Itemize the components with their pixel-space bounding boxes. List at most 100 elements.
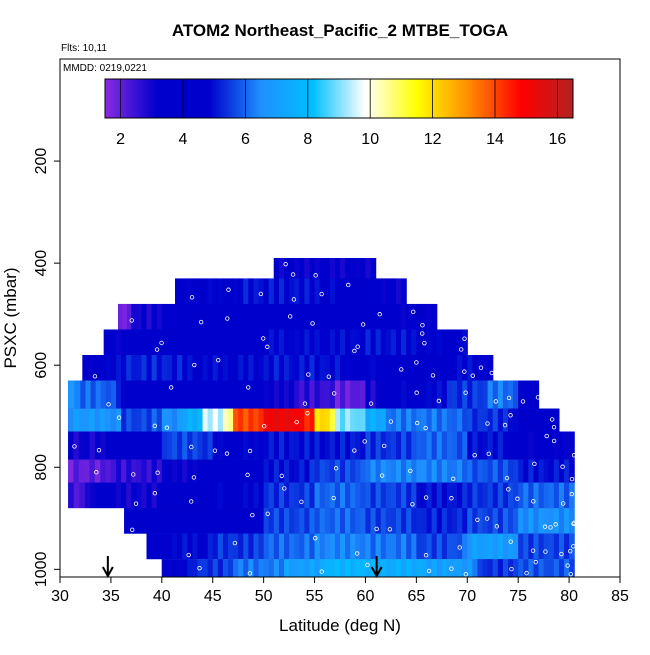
heatmap-cell (217, 278, 224, 304)
heatmap-cell (89, 431, 96, 460)
heatmap-cell (273, 533, 280, 560)
heatmap-cell (309, 258, 316, 279)
heatmap-cell (528, 459, 535, 483)
heatmap-cell (187, 303, 193, 330)
sample-marker (475, 517, 480, 522)
heatmap-cell (212, 559, 219, 577)
colorbar-tick-label: 10 (361, 131, 379, 148)
sample-marker (524, 570, 529, 576)
heatmap-cell (436, 508, 443, 534)
sample-marker (250, 512, 255, 518)
heatmap-cell (319, 258, 326, 279)
heatmap-cell (523, 431, 529, 460)
heatmap-cell (482, 508, 489, 534)
heatmap-cell (385, 459, 392, 483)
heatmap-cell (294, 508, 300, 534)
heatmap-cell (538, 459, 545, 483)
heatmap-cell (182, 482, 188, 509)
heatmap-cell (146, 431, 153, 460)
heatmap-cell (396, 355, 402, 381)
heatmap-cell (161, 508, 168, 534)
heatmap-cell (258, 278, 265, 304)
heatmap-cell (314, 533, 321, 560)
heatmap-cell (533, 482, 540, 509)
heatmap-cell (299, 431, 305, 460)
x-tick-label: 55 (306, 588, 324, 605)
heatmap-cell (411, 431, 417, 460)
heatmap-cell (375, 431, 382, 460)
heatmap-cell (141, 431, 148, 460)
heatmap-cell (217, 329, 224, 355)
heatmap-cell (345, 329, 351, 355)
heatmap-cell (452, 355, 458, 381)
heatmap-cell (340, 559, 346, 577)
heatmap-cell (268, 533, 275, 560)
heatmap-cell (103, 329, 111, 355)
heatmap-cell (238, 508, 244, 534)
heatmap-cell (192, 278, 199, 304)
heatmap-cell (401, 278, 407, 304)
heatmap-cell (365, 408, 372, 432)
heatmap-cell (273, 508, 280, 534)
heatmap-cell (273, 408, 280, 432)
heatmap-cell (172, 559, 178, 577)
heatmap-cell (182, 508, 188, 534)
heatmap-cell (487, 482, 494, 509)
heatmap-cell (161, 408, 168, 432)
heatmap-cell (136, 380, 143, 409)
heatmap-cell (187, 482, 193, 509)
heatmap-cell (523, 533, 529, 560)
heatmap-cell (487, 508, 494, 534)
heatmap-cell (243, 408, 249, 432)
heatmap-cell (523, 482, 529, 509)
heatmap-cell (228, 380, 234, 409)
heatmap-cell (436, 380, 443, 409)
heatmap-cell (390, 380, 397, 409)
sample-marker (449, 496, 454, 501)
heatmap-cell (151, 329, 158, 355)
heatmap-cell (284, 559, 290, 577)
heatmap-cell (431, 459, 438, 483)
heatmap-cell (360, 380, 367, 409)
sample-marker (388, 419, 394, 424)
heatmap-cell (212, 508, 219, 534)
heatmap-cell (446, 459, 453, 483)
heatmap-cell (385, 533, 392, 560)
heatmap-cell (564, 533, 570, 560)
heatmap-cell (502, 408, 509, 432)
heatmap-cell (110, 482, 117, 509)
heatmap-cell (253, 508, 260, 534)
heatmap-cell (121, 459, 127, 483)
heatmap-cell (177, 380, 183, 409)
heatmap-cell (334, 278, 341, 304)
heatmap-cell (365, 355, 372, 381)
sample-marker (186, 552, 191, 558)
colorbar-tick-label: 6 (241, 131, 250, 148)
heatmap-cell (84, 459, 91, 483)
heatmap-cell (329, 482, 336, 509)
heatmap-cell (477, 508, 484, 534)
heatmap-cell (212, 303, 219, 330)
heatmap-cell (161, 380, 168, 409)
heatmap-cell (370, 278, 377, 304)
heatmap-cell (161, 303, 168, 330)
x-tick-label: 50 (255, 588, 273, 605)
heatmap-cell (126, 408, 132, 432)
sample-marker (426, 568, 432, 574)
heatmap-cell (304, 355, 311, 381)
heatmap-cell (385, 559, 392, 577)
heatmap-cell (441, 482, 448, 509)
heatmap-cell (182, 431, 188, 460)
heatmap-cell (340, 278, 346, 304)
heatmap-cell (421, 303, 428, 330)
heatmap-cell (238, 278, 244, 304)
heatmap-cell (324, 258, 331, 279)
heatmap-cell (126, 303, 132, 330)
heatmap-cell (136, 459, 143, 483)
sample-marker (265, 511, 270, 516)
sample-marker (560, 501, 566, 506)
heatmap-cell (73, 408, 80, 432)
colorbar-tick-label: 14 (486, 131, 504, 148)
heatmap-cell (396, 408, 402, 432)
sample-marker-layer (72, 261, 577, 577)
